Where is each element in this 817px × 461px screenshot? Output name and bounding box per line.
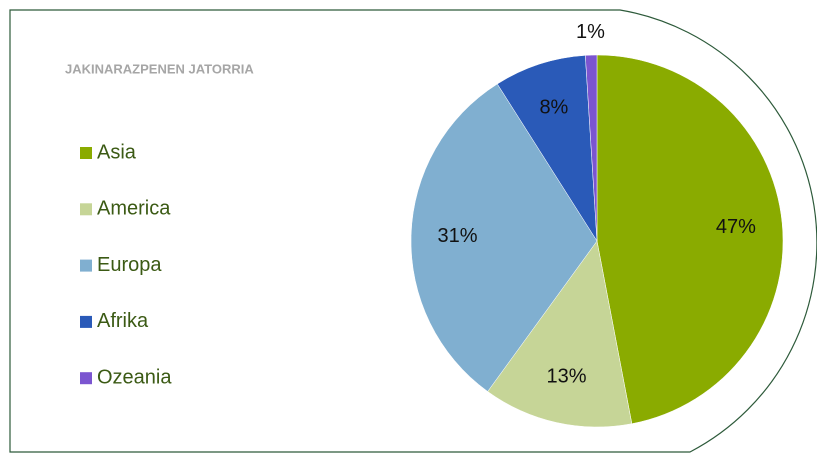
legend-label: America [97, 198, 171, 220]
pie-slice [585, 54, 598, 242]
legend-label: Ozeania [97, 366, 172, 388]
legend-swatch [80, 315, 92, 328]
legend-label: Europa [97, 254, 162, 276]
legend-swatch [80, 147, 92, 159]
pie-slice [496, 55, 598, 242]
legend-swatch [80, 372, 92, 385]
legend-label: Asia [97, 141, 137, 163]
legend-label: Afrika [97, 310, 149, 332]
data-label: 31% [438, 225, 478, 247]
pie-slice [410, 83, 598, 392]
data-label: 47% [716, 216, 756, 238]
chart-title: JAKINARAZPENEN JATORRIA [65, 61, 254, 76]
data-label: 8% [539, 97, 568, 119]
pie-slice [487, 240, 633, 428]
data-label: 13% [547, 365, 587, 387]
legend-swatch [80, 259, 92, 272]
pie-slice [596, 54, 784, 424]
data-label: 1% [576, 21, 605, 43]
legend-swatch [80, 203, 92, 216]
